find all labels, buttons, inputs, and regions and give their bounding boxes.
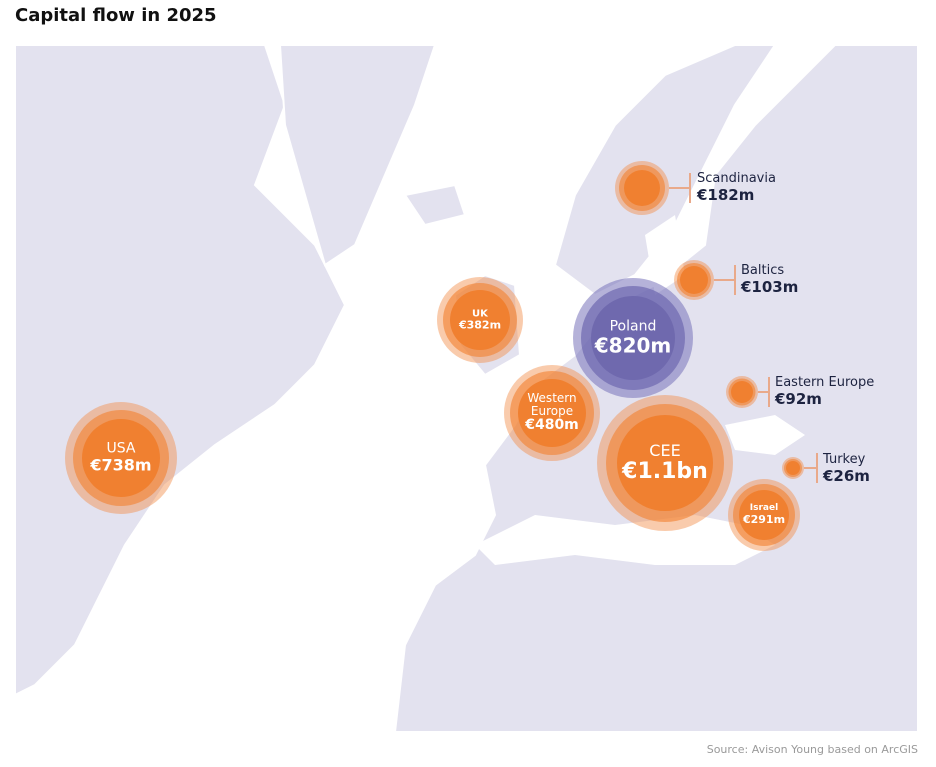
connector-line bbox=[689, 173, 691, 203]
source-note: Source: Avison Young based on ArcGIS bbox=[706, 743, 918, 756]
bubble-israel[interactable]: Israel €291m bbox=[728, 479, 800, 551]
bubble-cee[interactable]: CEE €1.1bn bbox=[597, 395, 733, 531]
bubble-usa[interactable]: USA €738m bbox=[65, 402, 177, 514]
connector-line bbox=[734, 265, 736, 295]
connector-line bbox=[816, 453, 818, 483]
connector-line bbox=[768, 377, 770, 407]
bubble-eastern-europe[interactable] bbox=[726, 376, 758, 408]
label-baltics: Baltics €103m bbox=[741, 263, 799, 296]
connector-line bbox=[758, 391, 768, 393]
bubble-scandinavia[interactable] bbox=[615, 161, 669, 215]
chart-title: Capital flow in 2025 bbox=[15, 5, 217, 26]
map: Scandinavia €182m Baltics €103m UK €382m Po… bbox=[15, 45, 918, 732]
bubble-uk[interactable]: UK €382m bbox=[437, 277, 523, 363]
label-eastern-europe: Eastern Europe €92m bbox=[775, 375, 875, 408]
label-scandinavia: Scandinavia €182m bbox=[697, 171, 776, 204]
bubble-western-europe[interactable]: Western Europe €480m bbox=[504, 365, 600, 461]
connector-line bbox=[714, 279, 734, 281]
connector-line bbox=[669, 187, 689, 189]
connector-line bbox=[804, 467, 816, 469]
bubble-baltics[interactable] bbox=[674, 260, 714, 300]
bubble-turkey[interactable] bbox=[782, 457, 804, 479]
label-turkey: Turkey €26m bbox=[823, 452, 870, 485]
bubble-poland[interactable]: Poland €820m bbox=[573, 278, 693, 398]
